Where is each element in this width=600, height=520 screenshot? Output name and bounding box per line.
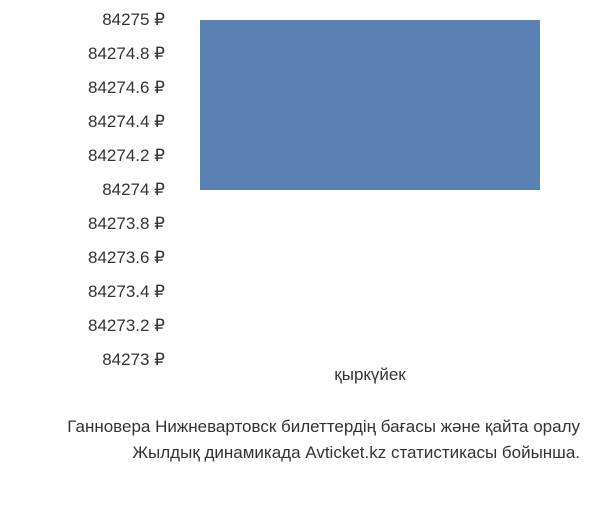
y-tick-label: 84273.6 ₽ xyxy=(88,248,165,268)
y-tick-label: 84275 ₽ xyxy=(102,10,165,30)
y-tick-label: 84274.4 ₽ xyxy=(88,112,165,132)
y-tick-label: 84273 ₽ xyxy=(102,350,165,370)
caption-line-1: Ганновера Нижневартовск билеттердің баға… xyxy=(0,414,580,440)
y-tick-label: 84273.4 ₽ xyxy=(88,282,165,302)
y-tick-label: 84273.2 ₽ xyxy=(88,316,165,336)
x-tick-label: қыркүйек xyxy=(334,365,405,385)
bar xyxy=(200,20,540,190)
y-axis: 84275 ₽84274.8 ₽84274.6 ₽84274.4 ₽84274.… xyxy=(20,20,165,360)
y-tick-label: 84274.2 ₽ xyxy=(88,146,165,166)
chart-container: 84275 ₽84274.8 ₽84274.6 ₽84274.4 ₽84274.… xyxy=(20,20,580,390)
y-tick-label: 84274.8 ₽ xyxy=(88,44,165,64)
chart-caption: Ганновера Нижневартовск билеттердің баға… xyxy=(0,414,600,465)
y-tick-label: 84273.8 ₽ xyxy=(88,214,165,234)
y-tick-label: 84274.6 ₽ xyxy=(88,78,165,98)
y-tick-label: 84274 ₽ xyxy=(102,180,165,200)
caption-line-2: Жылдық динамикада Avticket.kz статистика… xyxy=(0,440,580,466)
plot-area xyxy=(170,20,570,360)
